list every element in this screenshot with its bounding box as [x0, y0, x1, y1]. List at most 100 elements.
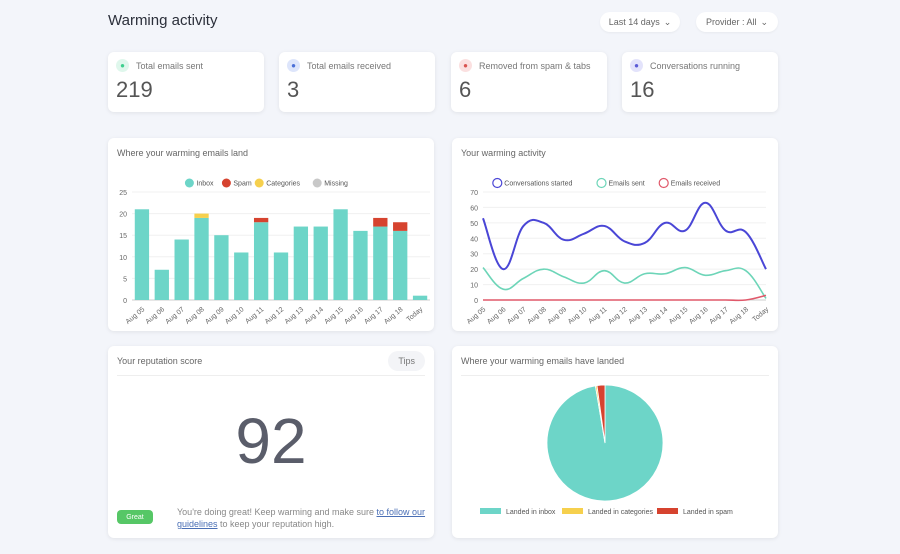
y-tick-label: 60: [470, 205, 478, 212]
x-tick-label: Aug 13: [284, 306, 306, 326]
bar-inbox: [273, 252, 289, 300]
legend-swatch: [658, 177, 669, 189]
stat-label: Conversations running: [650, 61, 741, 71]
divider: [461, 375, 769, 376]
x-tick-label: Aug 06: [486, 306, 508, 326]
x-tick-label: Aug 17: [363, 306, 385, 326]
pie-chart: Landed in inbox Landed in categories Lande…: [480, 384, 733, 516]
line-series: [483, 294, 767, 302]
x-tick-label: Aug 05: [466, 306, 488, 326]
x-tick-label: Aug 14: [648, 306, 670, 326]
legend-label: Landed in categories: [588, 509, 653, 516]
x-tick-label: Aug 10: [224, 306, 246, 326]
status-badge: Great: [117, 510, 153, 524]
x-tick-label: Today: [751, 306, 770, 324]
reputation-title: Your reputation score: [117, 356, 203, 366]
message-text: to keep your reputation high.: [217, 519, 335, 529]
guidelines-link[interactable]: to follow our guidelines: [177, 507, 426, 529]
provider-label: Provider : All: [705, 17, 757, 27]
legend-swatch: [492, 177, 503, 189]
bar-inbox: [253, 222, 269, 300]
inbox-icon: ●: [287, 59, 300, 72]
x-tick-label: Aug 09: [204, 306, 226, 326]
stat-value: 16: [630, 77, 655, 102]
activity-line-chart-card: Your warming activity Conversations star…: [452, 138, 778, 331]
landing-bar-chart-card: Where your warming emails land Inbox Spam…: [108, 138, 434, 331]
x-tick-label: Aug 07: [164, 306, 186, 326]
line-chart: Conversations started Emails sent Emails r…: [466, 177, 771, 326]
y-tick-label: 25: [119, 190, 127, 197]
y-tick-label: 15: [119, 233, 127, 240]
chat-icon: ●: [630, 59, 643, 72]
stat-card: ● Conversations running 16: [622, 52, 778, 112]
stat-card: ● Total emails sent 219: [108, 52, 264, 112]
bar-inbox: [134, 209, 150, 300]
x-tick-label: Aug 18: [729, 306, 751, 326]
legend-label: Inbox: [196, 181, 214, 188]
bar-inbox: [393, 230, 408, 300]
legend-swatch: [221, 178, 231, 188]
legend-swatch: [254, 178, 264, 188]
x-tick-label: Today: [406, 306, 425, 324]
bar-inbox: [313, 226, 328, 300]
message-text: You're doing great! Keep warming and mak…: [177, 507, 377, 517]
x-tick-label: Aug 12: [607, 306, 629, 326]
x-tick-label: Aug 06: [145, 306, 167, 326]
y-tick-label: 10: [470, 283, 478, 290]
stat-card: ● Removed from spam & tabs 6: [451, 52, 607, 112]
stat-value: 3: [287, 77, 300, 102]
reputation-score: 92: [235, 405, 307, 477]
stat-card: ● Total emails received 3: [279, 52, 435, 112]
legend-swatch: [657, 508, 678, 514]
bar-inbox: [333, 209, 348, 300]
reputation-card: Your reputation score Tips 92 Great You'…: [108, 346, 434, 538]
x-tick-label: Aug 08: [526, 306, 548, 326]
bar-inbox: [194, 217, 209, 300]
y-tick-label: 70: [470, 190, 478, 197]
stat-label: Total emails received: [307, 61, 392, 71]
legend-label: Categories: [266, 181, 300, 188]
legend-swatch: [562, 508, 583, 514]
x-tick-label: Aug 11: [244, 306, 265, 325]
x-tick-label: Aug 14: [304, 306, 326, 326]
x-tick-label: Aug 05: [125, 306, 147, 326]
date-range-dropdown[interactable]: Last 14 days ⌄: [600, 12, 680, 32]
y-tick-label: 30: [470, 252, 478, 259]
line-series: [482, 266, 767, 299]
reputation-message: You're doing great! Keep warming and mak…: [177, 506, 427, 530]
landing-pie-chart-card: Where your warming emails have landed La…: [452, 346, 778, 538]
legend-label: Missing: [324, 181, 348, 188]
legend-label: Spam: [233, 181, 251, 188]
x-tick-label: Aug 10: [567, 306, 589, 326]
x-tick-label: Aug 12: [264, 306, 286, 326]
bar-spam: [373, 217, 388, 227]
date-range-label: Last 14 days: [608, 17, 660, 27]
legend-label: Emails received: [671, 181, 721, 188]
legend-label: Emails sent: [609, 181, 645, 188]
x-tick-label: Aug 09: [547, 306, 569, 326]
y-tick-label: 20: [470, 267, 478, 274]
chart-title: Your warming activity: [461, 148, 546, 158]
bar-inbox: [214, 235, 229, 300]
x-tick-label: Aug 15: [668, 306, 690, 326]
bar-inbox: [174, 239, 189, 300]
page-title: Warming activity: [108, 12, 218, 29]
bar-inbox: [353, 230, 368, 300]
y-tick-label: 50: [470, 221, 478, 228]
x-tick-label: Aug 16: [343, 306, 365, 326]
legend-label: Landed in spam: [683, 509, 733, 516]
chevron-down-icon: ⌄: [663, 16, 672, 27]
x-tick-label: Aug 13: [628, 306, 650, 326]
paper-plane-icon: ●: [116, 59, 129, 72]
legend-swatch: [480, 508, 501, 514]
provider-dropdown[interactable]: Provider : All ⌄: [696, 12, 778, 32]
x-tick-label: Aug 18: [383, 306, 405, 326]
bar-spam: [393, 222, 408, 231]
spam-icon: ●: [459, 59, 472, 72]
x-tick-label: Aug 11: [587, 306, 608, 325]
legend-swatch: [184, 178, 194, 188]
tips-button[interactable]: Tips: [388, 351, 425, 371]
legend-swatch: [312, 178, 322, 188]
bar-inbox: [154, 269, 169, 300]
y-tick-label: 40: [470, 236, 478, 243]
